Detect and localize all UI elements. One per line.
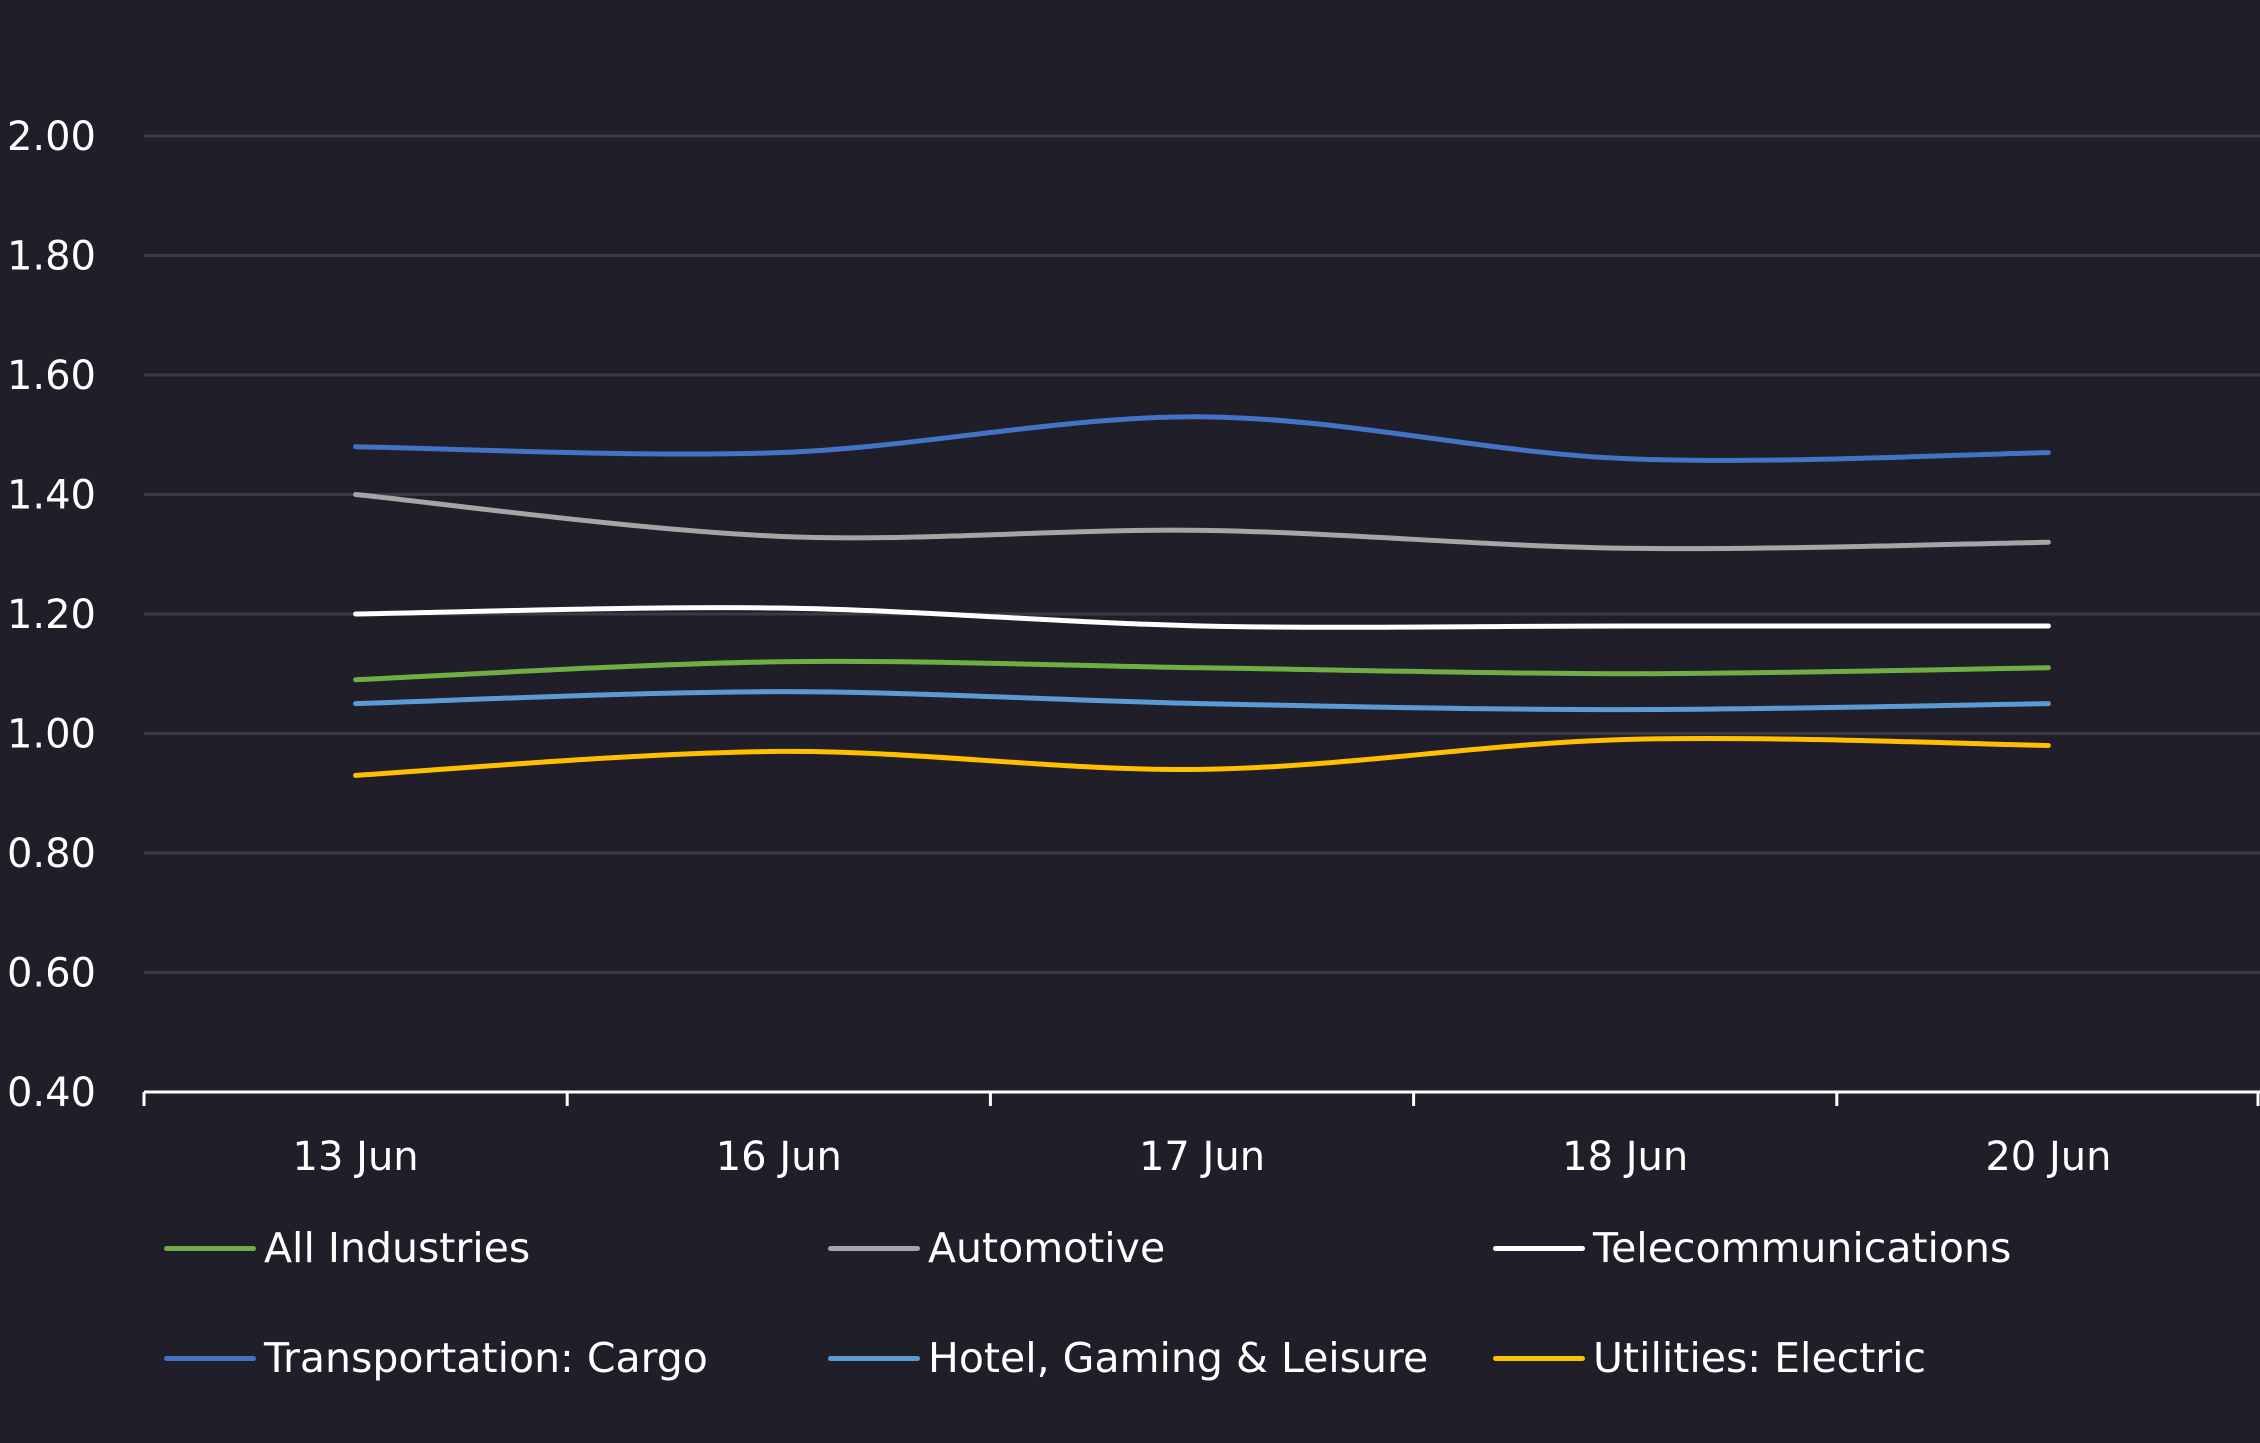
x-tick-label: 16 Jun (716, 1134, 842, 1180)
y-tick-label: 0.40 (7, 1070, 96, 1116)
legend: All Industries Automotive Telecommunicatio… (0, 1220, 2260, 1443)
series-line-hotel-gaming-leisure (353, 689, 2051, 713)
series-line-transportation-cargo (353, 414, 2051, 463)
x-tick-label: 18 Jun (1562, 1134, 1688, 1180)
legend-swatch (828, 1245, 920, 1251)
x-axis-tick-labels: 13 Jun 16 Jun 17 Jun 18 Jun 20 Jun (293, 1134, 2112, 1180)
legend-swatch (164, 1355, 256, 1361)
y-tick-label: 1.40 (7, 473, 96, 519)
line-chart: 0.40 0.60 0.80 1.00 1.20 1.40 1.60 1.80 2.00 13 … (7, 114, 2260, 1180)
x-tick-label: 20 Jun (1985, 1134, 2111, 1180)
legend-label: Utilities: Electric (1593, 1334, 1927, 1382)
legend-item: Automotive (828, 1223, 1165, 1273)
x-axis (142, 1090, 2260, 1106)
series-line-all-industries (353, 658, 2051, 683)
legend-swatch (828, 1355, 920, 1361)
y-tick-label: 1.20 (7, 592, 96, 638)
y-axis-tick-labels: 0.40 0.60 0.80 1.00 1.20 1.40 1.60 1.80 2.00 (7, 114, 96, 1116)
x-tick-label: 13 Jun (293, 1134, 419, 1180)
legend-swatch (1493, 1355, 1585, 1361)
y-tick-label: 1.00 (7, 712, 96, 758)
legend-item: All Industries (164, 1223, 530, 1273)
x-tick-label: 17 Jun (1139, 1134, 1265, 1180)
series-lines (353, 414, 2051, 778)
legend-swatch (1493, 1245, 1585, 1251)
legend-label: Automotive (928, 1224, 1166, 1272)
legend-item: Utilities: Electric (1493, 1333, 1926, 1383)
legend-label: Hotel, Gaming & Leisure (928, 1334, 1429, 1382)
y-tick-label: 0.60 (7, 951, 96, 997)
legend-item: Transportation: Cargo (164, 1333, 708, 1383)
series-line-telecommunications (353, 605, 2051, 630)
series-line-utilities-electric (353, 735, 2051, 778)
legend-swatch (164, 1245, 256, 1251)
y-tick-label: 2.00 (7, 114, 96, 160)
y-tick-label: 1.60 (7, 353, 96, 399)
gridlines (144, 134, 2260, 974)
legend-label: Telecommunications (1593, 1224, 2012, 1272)
series-line-automotive (353, 492, 2051, 552)
legend-item: Hotel, Gaming & Leisure (828, 1333, 1428, 1383)
y-tick-label: 0.80 (7, 831, 96, 877)
y-tick-label: 1.80 (7, 234, 96, 280)
legend-label: Transportation: Cargo (264, 1334, 708, 1382)
legend-item: Telecommunications (1493, 1223, 2011, 1273)
legend-label: All Industries (264, 1224, 531, 1272)
